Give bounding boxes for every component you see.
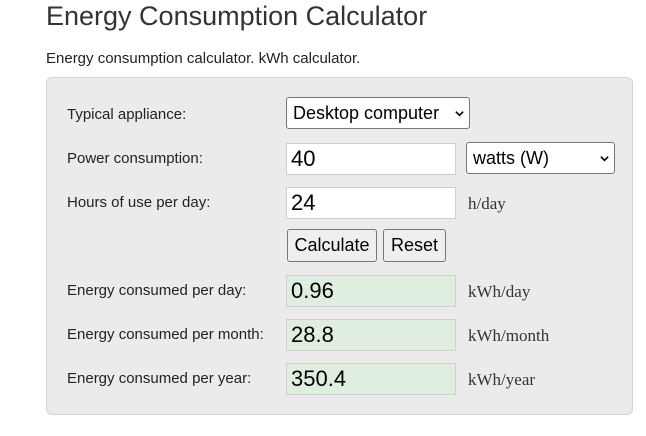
per-year-label: Energy consumed per year: — [67, 370, 252, 387]
appliance-select[interactable]: Desktop computer — [286, 97, 470, 129]
page-title: Energy Consumption Calculator — [46, 1, 428, 31]
per-month-label: Energy consumed per month: — [67, 326, 264, 343]
appliance-select-value: Desktop computer — [293, 103, 440, 123]
per-month-unit: kWh/month — [468, 326, 550, 345]
appliance-label: Typical appliance: — [67, 106, 187, 123]
chevron-down-icon — [455, 111, 464, 117]
page-subtitle: Energy consumption calculator. kWh calcu… — [46, 50, 361, 67]
hours-unit: h/day — [468, 194, 506, 213]
per-day-unit: kWh/day — [468, 282, 531, 301]
hours-input[interactable]: 24 — [286, 187, 456, 219]
calculator-panel: Typical appliance: Desktop computer Powe… — [46, 77, 633, 415]
calculate-button[interactable]: Calculate — [287, 229, 377, 262]
power-label: Power consumption: — [67, 150, 203, 167]
power-unit-select[interactable]: watts (W) — [466, 142, 615, 174]
per-year-result: 350.4 — [286, 363, 456, 395]
chevron-down-icon — [600, 156, 609, 162]
reset-button[interactable]: Reset — [383, 229, 446, 262]
per-year-unit: kWh/year — [468, 370, 536, 389]
hours-label: Hours of use per day: — [67, 194, 211, 211]
per-month-result: 28.8 — [286, 319, 456, 351]
power-input[interactable]: 40 — [286, 143, 456, 175]
power-unit-select-value: watts (W) — [473, 148, 549, 168]
per-day-label: Energy consumed per day: — [67, 282, 247, 299]
per-day-result: 0.96 — [286, 275, 456, 307]
